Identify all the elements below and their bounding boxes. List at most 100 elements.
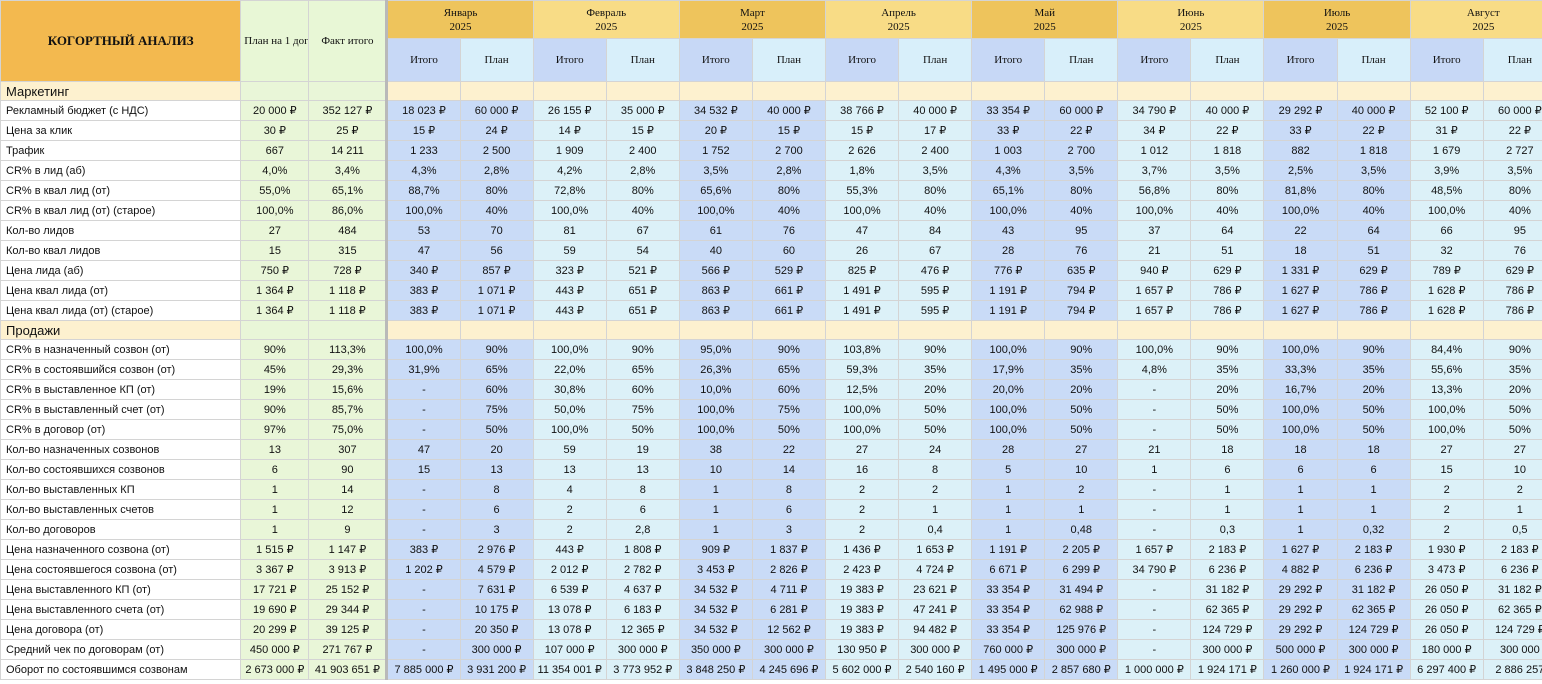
- metric-cell: 1 147 ₽: [308, 539, 388, 560]
- metric-cell: 20,0%: [971, 379, 1046, 400]
- metric-cell: 5: [971, 459, 1046, 480]
- metric-cell: 8: [898, 459, 973, 480]
- metric-cell: 50%: [605, 419, 680, 440]
- metric-cell: 28: [971, 439, 1046, 460]
- metric-cell: 66: [1409, 220, 1484, 241]
- metric-cell: 3,5%: [1190, 160, 1265, 181]
- metric-cell: 863 ₽: [678, 300, 753, 321]
- section-cell: [751, 320, 826, 340]
- metric-cell: 40%: [1044, 200, 1119, 221]
- metric-cell: 1 364 ₽: [240, 300, 310, 321]
- metric-row: CR% в договор (от) 97% 75,0% -50% 100,0% 50% 1…: [0, 419, 1542, 440]
- metric-cell: 90%: [1336, 339, 1411, 360]
- metric-cell: 1 818: [1190, 140, 1265, 161]
- section-cell: [1263, 81, 1338, 101]
- section-cell: [678, 320, 753, 340]
- metric-cell: 18: [1190, 439, 1265, 460]
- metric-cell: 17 721 ₽: [240, 579, 310, 600]
- month-header: Июнь 2025: [1117, 0, 1265, 40]
- metric-cell: 34 ₽: [1117, 120, 1192, 141]
- metric-cell: 31 182 ₽: [1190, 579, 1265, 600]
- metric-cell: 14 ₽: [532, 120, 607, 141]
- metric-cell: 6 236 ₽: [1336, 559, 1411, 580]
- metric-cell: 1 628 ₽: [1409, 300, 1484, 321]
- metric-cell: 786 ₽: [1190, 300, 1265, 321]
- metric-cell: 50%: [1482, 399, 1542, 420]
- metric-label: Трафик: [0, 140, 242, 161]
- metric-cell: 786 ₽: [1190, 280, 1265, 301]
- subheader-plan: План: [1190, 38, 1265, 82]
- metric-row: Кол-во состоявшихся созвонов 6 90 15 13 13 13 1…: [0, 459, 1542, 480]
- metric-cell: 794 ₽: [1044, 300, 1119, 321]
- metric-label: Кол-во лидов: [0, 220, 242, 241]
- metric-cell: 2 826 ₽: [751, 559, 826, 580]
- subheader-total: Итого: [678, 38, 753, 82]
- section-name: Продажи: [0, 320, 242, 340]
- metric-cell: 300 000: [1482, 639, 1542, 660]
- metric-cell: 13 078 ₽: [532, 599, 607, 620]
- metric-cell: 2 500: [459, 140, 534, 161]
- metric-cell: -: [1117, 399, 1192, 420]
- metric-cell: 26 050 ₽: [1409, 619, 1484, 640]
- metric-cell: 1: [1482, 499, 1542, 520]
- metric-cell: 20%: [1336, 379, 1411, 400]
- metric-cell: 37: [1117, 220, 1192, 241]
- metric-cell: 1 233: [385, 140, 461, 161]
- section-cell: [1190, 81, 1265, 101]
- section-cell: [385, 320, 461, 340]
- metric-cell: 27: [1482, 439, 1542, 460]
- metric-cell: 50%: [459, 419, 534, 440]
- metric-cell: 51: [1190, 240, 1265, 261]
- metric-cell: 1 909: [532, 140, 607, 161]
- month-name: Август: [1466, 6, 1500, 19]
- metric-cell: 1 118 ₽: [308, 300, 388, 321]
- metric-cell: 100,0%: [1263, 200, 1338, 221]
- metric-cell: 1 012: [1117, 140, 1192, 161]
- metric-cell: 443 ₽: [532, 300, 607, 321]
- metric-cell: 595 ₽: [898, 280, 973, 301]
- metric-cell: 84: [898, 220, 973, 241]
- metric-cell: 22,0%: [532, 359, 607, 380]
- metric-cell: 100,0%: [1263, 419, 1338, 440]
- metric-cell: 2 626: [824, 140, 900, 161]
- metric-cell: 62 365 ₽: [1336, 599, 1411, 620]
- metric-cell: 15,6%: [308, 379, 388, 400]
- metric-cell: 26,3%: [678, 359, 753, 380]
- metric-cell: 95: [1482, 220, 1542, 241]
- subheader-plan: План: [1044, 38, 1119, 82]
- metric-cell: 1 627 ₽: [1263, 280, 1338, 301]
- metric-cell: 65%: [751, 359, 826, 380]
- metric-cell: 6 183 ₽: [605, 599, 680, 620]
- metric-cell: 863 ₽: [678, 280, 753, 301]
- metric-cell: 2: [824, 479, 900, 500]
- section-cell: [1044, 320, 1119, 340]
- metric-cell: 1 679: [1409, 140, 1484, 161]
- metric-label: Цена квал лида (от) (старое): [0, 300, 242, 321]
- metric-label: CR% в выставленное КП (от): [0, 379, 242, 400]
- metric-cell: -: [1117, 599, 1192, 620]
- metric-cell: 340 ₽: [385, 260, 461, 281]
- metric-cell: 55,6%: [1409, 359, 1484, 380]
- metric-cell: 6: [1190, 459, 1265, 480]
- metric-cell: 6: [240, 459, 310, 480]
- metric-cell: 1 491 ₽: [824, 300, 900, 321]
- metric-cell: 1: [971, 499, 1046, 520]
- metric-cell: 3,5%: [1044, 160, 1119, 181]
- metric-cell: 50%: [1190, 419, 1265, 440]
- metric-cell: 0,3: [1190, 519, 1265, 540]
- metric-cell: 50%: [1482, 419, 1542, 440]
- metric-cell: 60 000 ₽: [1044, 100, 1119, 121]
- metric-cell: 4 882 ₽: [1263, 559, 1338, 580]
- metric-cell: 521 ₽: [605, 260, 680, 281]
- metric-cell: 1 627 ₽: [1263, 539, 1338, 560]
- metric-label: CR% в состоявшийся созвон (от): [0, 359, 242, 380]
- metric-cell: 90%: [1190, 339, 1265, 360]
- metric-cell: 75,0%: [308, 419, 388, 440]
- section-cell: [1482, 81, 1542, 101]
- metric-cell: 97%: [240, 419, 310, 440]
- metric-cell: 22: [1263, 220, 1338, 241]
- sheet-title: КОГОРТНЫЙ АНАЛИЗ: [0, 0, 242, 82]
- metric-row: Цена квал лида (от) 1 364 ₽1 118 ₽383 ₽1 …: [0, 280, 1542, 301]
